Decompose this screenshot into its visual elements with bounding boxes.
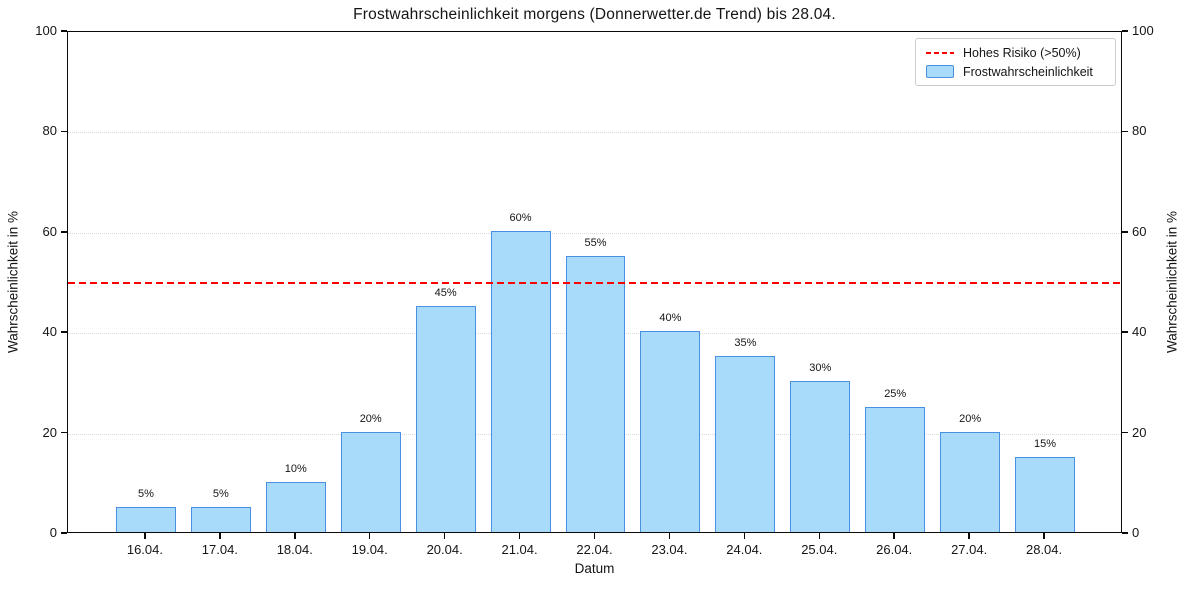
bar <box>640 331 701 532</box>
x-tick-label: 16.04. <box>126 542 163 557</box>
x-tick-mark <box>968 533 970 539</box>
y-tick-mark-left <box>61 30 67 32</box>
bar-value-label: 45% <box>434 287 457 300</box>
y-tick-label-left: 80 <box>42 123 57 139</box>
bar <box>715 356 776 532</box>
y-tick-label-left: 60 <box>42 223 57 239</box>
y-tick-mark-right <box>1122 331 1128 333</box>
y-tick-mark-left <box>61 532 67 534</box>
bar <box>940 431 1001 532</box>
bar <box>415 306 476 532</box>
y-tick-label-right: 100 <box>1132 23 1154 38</box>
bar <box>190 506 251 532</box>
x-tick-mark <box>518 533 521 539</box>
bar-value-label: 5% <box>137 487 154 500</box>
bar-value-label: 40% <box>659 312 682 325</box>
y-tick-label-right: 20 <box>1132 424 1147 440</box>
bar-value-label: 15% <box>1034 437 1057 450</box>
y-tick-mark-left <box>61 431 67 434</box>
y-tick-label-left: 0 <box>49 525 57 540</box>
y-tick-mark-right <box>1122 231 1128 233</box>
x-tick-label: 22.04. <box>576 542 613 557</box>
x-tick-label: 28.04. <box>1025 542 1063 557</box>
y-tick-label-left: 100 <box>35 23 57 38</box>
x-tick-mark <box>368 533 371 539</box>
y-tick-mark-right <box>1122 130 1128 133</box>
legend-label-threshold: Hohes Risiko (>50%) <box>963 45 1081 60</box>
x-tick-mark <box>668 533 671 539</box>
legend-item-bars: Frostwahrscheinlichkeit <box>926 65 1105 79</box>
bar-value-label: 25% <box>884 387 907 400</box>
legend: Hohes Risiko (>50%) Frostwahrscheinlichk… <box>915 38 1116 86</box>
y-tick-label-right: 80 <box>1132 123 1147 139</box>
x-tick-mark <box>294 533 296 539</box>
bar <box>115 506 176 532</box>
bar-value-label: 20% <box>359 412 382 425</box>
bar <box>790 381 851 532</box>
x-tick-label: 24.04. <box>726 542 763 557</box>
y-tick-mark-right <box>1122 431 1128 434</box>
x-tick-label: 25.04. <box>801 542 838 557</box>
y-tick-label-right: 40 <box>1132 324 1147 340</box>
bar <box>865 406 926 532</box>
y-tick-label-left: 20 <box>42 424 57 440</box>
chart-title: Frostwahrscheinlichkeit morgens (Donnerw… <box>353 6 836 23</box>
plot-area: 5% 5% 10% 20% 45% 60% 55% 40% 35% 30% 25% 20% 15% <box>67 31 1122 533</box>
x-tick-mark <box>893 533 895 539</box>
x-tick-mark <box>1043 533 1045 539</box>
x-tick-label: 23.04. <box>651 542 688 557</box>
y-tick-mark-left <box>61 130 67 133</box>
x-tick-label: 17.04. <box>201 542 238 557</box>
y-tick-mark-left <box>61 231 67 233</box>
legend-item-threshold: Hohes Risiko (>50%) <box>926 46 1105 60</box>
x-tick-mark <box>443 533 446 539</box>
bar <box>565 255 626 532</box>
x-tick-mark <box>219 533 221 539</box>
x-tick-label: 26.04. <box>876 542 913 557</box>
y-tick-mark-left <box>61 331 67 333</box>
bar-value-label: 10% <box>284 462 307 475</box>
bar-value-label: 60% <box>509 211 532 224</box>
y-tick-label-right: 0 <box>1132 525 1140 540</box>
x-axis-label: Datum <box>574 561 615 576</box>
threshold-line <box>68 282 1121 284</box>
x-tick-label: 27.04. <box>951 542 988 557</box>
bar-value-label: 30% <box>809 362 832 375</box>
red-dashed-line-swatch <box>926 51 954 54</box>
x-tick-mark <box>144 533 146 539</box>
x-tick-mark <box>818 533 821 539</box>
y-tick-mark-right <box>1122 30 1128 32</box>
bar-value-label: 20% <box>959 412 982 425</box>
gridline <box>68 232 1121 234</box>
bar <box>1015 456 1076 532</box>
gridline <box>68 132 1121 134</box>
x-tick-label: 18.04. <box>276 542 313 557</box>
x-tick-mark <box>593 533 596 539</box>
bar <box>340 431 401 532</box>
blue-bar-swatch <box>926 65 954 78</box>
bar-value-label: 5% <box>212 487 229 500</box>
y-tick-mark-right <box>1122 532 1128 534</box>
x-tick-mark <box>743 533 746 539</box>
bar-value-label: 55% <box>584 236 607 249</box>
y-tick-label-right: 60 <box>1132 223 1147 239</box>
legend-label-bars: Frostwahrscheinlichkeit <box>963 64 1093 79</box>
x-tick-label: 20.04. <box>426 542 463 557</box>
x-tick-label: 21.04. <box>501 542 538 557</box>
y-tick-label-left: 40 <box>42 324 57 340</box>
x-tick-label: 19.04. <box>351 542 388 557</box>
bar-value-label: 35% <box>734 337 757 350</box>
bar <box>265 481 326 532</box>
bar <box>490 230 551 532</box>
